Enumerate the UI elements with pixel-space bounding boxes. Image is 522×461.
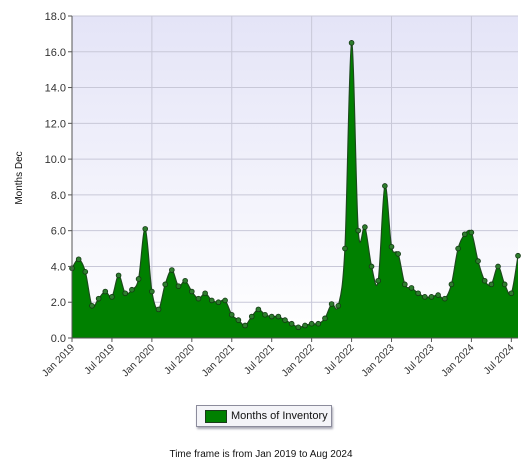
y-tick-label: 16.0 [45,47,66,59]
data-point[interactable] [328,301,335,307]
data-point[interactable] [481,277,488,284]
data-point[interactable] [342,245,348,252]
data-point[interactable] [422,294,428,300]
data-point[interactable] [162,281,168,288]
data-point[interactable] [135,276,142,282]
x-tick-label: Jul 2021 [242,342,277,377]
data-point[interactable] [149,288,155,295]
x-tick-label: Jan 2020 [120,342,157,379]
data-point[interactable] [189,288,195,295]
data-point[interactable] [515,252,521,259]
caption: Time frame is from Jan 2019 to Aug 2024 [169,449,353,460]
data-point[interactable] [109,294,115,300]
data-point[interactable] [395,251,401,257]
chart: 0.0 2.0 4.0 6.0 8.0 10.0 12.0 14.0 16.0 18.0 Jan … [14,11,521,379]
data-point[interactable] [302,322,308,329]
data-point[interactable] [242,322,248,329]
data-point[interactable] [89,302,95,309]
data-point[interactable] [455,245,461,252]
data-point[interactable] [228,311,235,318]
x-tick-label: Jan 2023 [360,342,397,379]
y-axis-label: Months Dec [14,151,25,204]
data-point[interactable] [202,290,208,297]
data-point[interactable] [508,290,515,297]
data-point[interactable] [95,295,102,302]
data-point[interactable] [461,231,468,238]
legend[interactable]: Months of Inventory [196,405,332,427]
data-point[interactable] [382,183,388,189]
y-tick-label: 8.0 [51,190,66,202]
data-point[interactable] [448,281,455,288]
y-tick-label: 6.0 [51,226,66,238]
y-tick-label: 4.0 [51,261,66,273]
data-point[interactable] [368,263,375,270]
data-point[interactable] [408,285,415,291]
data-point[interactable] [501,281,508,288]
y-tick-label: 10.0 [45,154,66,166]
data-point[interactable] [428,294,435,300]
x-axis-ticks: Jan 2019 Jul 2019 Jan 2020 Jul 2020 Jan 2021… [40,338,517,379]
data-point[interactable] [315,320,322,327]
data-point[interactable] [282,317,288,323]
data-point[interactable] [388,243,395,250]
x-tick-label: Jul 2019 [83,342,118,377]
data-point[interactable] [82,269,89,275]
data-point[interactable] [155,306,162,313]
data-point[interactable] [75,256,82,263]
y-axis-ticks: 0.0 2.0 4.0 6.0 8.0 10.0 12.0 14.0 16.0 18.0 [45,11,72,345]
y-tick-label: 12.0 [45,118,66,130]
data-point[interactable] [348,40,355,46]
data-point[interactable] [275,313,282,320]
data-point[interactable] [475,258,481,264]
data-point[interactable] [495,263,501,270]
data-point[interactable] [195,295,202,302]
x-tick-label: Jul 2024 [482,342,517,377]
data-point[interactable] [488,281,495,288]
data-point[interactable] [435,292,441,298]
data-point[interactable] [222,297,228,304]
data-point[interactable] [182,277,188,284]
legend-swatch [205,409,227,423]
data-point[interactable] [248,313,255,320]
x-tick-label: Jan 2022 [280,342,317,379]
data-point[interactable] [375,277,382,284]
data-point[interactable] [115,272,122,279]
x-tick-label: Jul 2022 [322,342,357,377]
data-point[interactable] [235,317,242,323]
legend-label: Months of Inventory [231,410,328,422]
x-tick-label: Jul 2020 [162,342,197,377]
data-point[interactable] [308,320,315,327]
data-point[interactable] [441,295,448,302]
data-point[interactable] [122,290,129,297]
data-point[interactable] [215,299,222,306]
data-point[interactable] [268,313,275,320]
data-point[interactable] [169,267,175,273]
x-tick-label: Jan 2024 [440,342,477,379]
data-point[interactable] [262,311,268,318]
data-point[interactable] [402,281,408,288]
data-point[interactable] [288,320,295,327]
data-point[interactable] [335,302,342,309]
data-point[interactable] [175,283,182,289]
data-point[interactable] [295,324,302,331]
data-point[interactable] [255,306,262,313]
x-tick-label: Jul 2023 [402,342,437,377]
data-point[interactable] [129,286,135,293]
data-point[interactable] [102,288,109,295]
y-tick-label: 0.0 [51,333,66,345]
data-point[interactable] [355,227,362,234]
y-tick-label: 14.0 [45,83,66,95]
y-tick-label: 18.0 [45,11,66,23]
y-tick-label: 2.0 [51,297,66,309]
points-layer [69,40,521,331]
data-point[interactable] [142,226,149,232]
x-tick-label: Jan 2021 [200,342,237,379]
data-point[interactable] [322,315,328,322]
data-point[interactable] [208,297,215,304]
data-point[interactable] [468,229,475,236]
series-area [72,42,518,338]
x-tick-label: Jan 2019 [40,342,77,379]
data-point[interactable] [362,224,368,230]
data-point[interactable] [415,290,421,297]
